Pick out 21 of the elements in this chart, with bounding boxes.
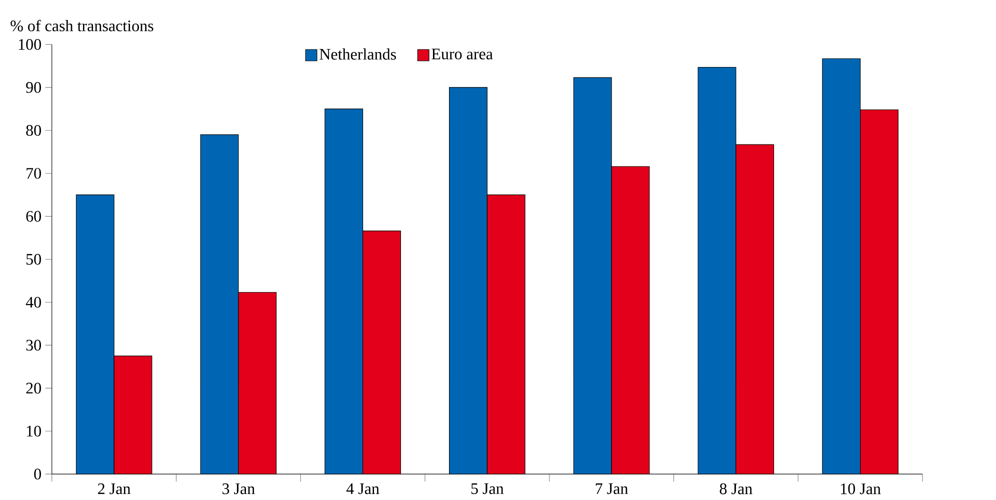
legend-label: Euro area [432, 48, 493, 60]
x-tick-label: 7 Jan [596, 484, 628, 494]
y-tick-label: 60 [26, 211, 41, 222]
y-tick-label: 100 [18, 39, 41, 50]
x-tick-label: 10 Jan [840, 484, 881, 494]
y-tick-label: 50 [26, 254, 41, 265]
y-axis-title: % of cash transactions [10, 20, 154, 32]
x-tick-label: 4 Jan [346, 484, 380, 494]
y-tick-label: 70 [26, 168, 41, 179]
x-tick-label: 3 Jan [222, 484, 255, 494]
legend-label: Netherlands [320, 48, 396, 60]
x-tick-label: 5 Jan [471, 484, 504, 494]
y-tick-label: 40 [26, 297, 41, 308]
y-tick-label: 80 [26, 125, 41, 136]
y-tick-label: 10 [26, 426, 41, 437]
y-tick-label: 90 [26, 82, 41, 94]
x-tick-label: 2 Jan [98, 484, 130, 494]
x-tick-label: 8 Jan [720, 484, 752, 494]
y-tick-label: 0 [34, 468, 41, 480]
y-tick-label: 20 [26, 382, 41, 394]
y-tick-label: 30 [26, 340, 41, 351]
